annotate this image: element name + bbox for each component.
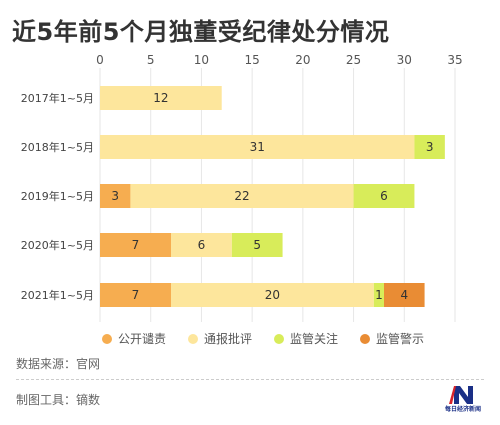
legend-label: 通报批评 [204,332,253,346]
legend: 公开谴责 通报批评 监管关注 监管警示 [102,330,424,347]
bar-segment [171,233,232,257]
nbd-logo-icon: 每日经济新闻 [444,386,481,413]
bar-segment [130,184,354,208]
legend-swatch [102,333,112,344]
logo-text: 每日经济新闻 [444,405,481,413]
legend-item: 监管关注 [274,330,338,347]
legend-swatch [360,333,371,344]
bar-value-label: 3 [426,140,434,154]
y-category-label: 2021年1~5月 [21,288,94,302]
stacked-bar-chart: 0 5 10 15 20 25 30 35 2017年1~5月2018年1~5月2019年1~… [21,53,463,322]
chart-tool-credit: 制图工具：镝数 [16,393,101,407]
bar-labels: 12 31 3 3 22 6 7 6 5 7 20 1 4 [111,91,433,302]
bar-segment [384,283,425,307]
bar-segment [100,135,415,159]
legend-item: 监管警示 [360,330,424,347]
x-tick-label: 15 [245,53,260,67]
x-tick-label: 25 [346,53,361,67]
divider [16,379,484,380]
bar-segment [100,184,131,208]
bar-segment [231,233,283,257]
bar-segment [100,233,171,257]
y-category-label: 2019年1~5月 [21,189,94,203]
data-source: 数据来源：官网 [16,357,101,371]
x-tick-label: 10 [194,53,209,67]
legend-label: 公开谴责 [118,332,167,346]
bar-value-label: 7 [132,288,140,302]
y-category-label: 2017年1~5月 [21,91,94,105]
x-tick-label: 35 [447,53,462,67]
legend-label: 监管关注 [290,332,339,346]
bar-value-label: 1 [375,288,383,302]
bar-value-label: 5 [253,238,261,252]
bar-value-label: 7 [132,238,140,252]
bar-value-label: 20 [265,288,280,302]
bar-segment [100,283,171,307]
bars [100,86,445,307]
legend-swatch [274,333,285,344]
bar-value-label: 4 [400,288,408,302]
bar-segment [171,283,374,307]
legend-item: 公开谴责 [102,330,166,347]
y-axis-labels: 2017年1~5月 2018年1~5月 2019年1~5月 2020年1~5月 2021… [21,91,94,302]
bar-value-label: 6 [198,238,206,252]
bar-segment [414,135,445,159]
bar-segment [373,283,384,307]
bar-value-label: 22 [234,189,249,203]
bar-value-label: 31 [250,140,265,154]
x-tick-label: 5 [147,53,155,67]
bar-value-label: 3 [111,189,119,203]
x-tick-label: 0 [96,53,104,67]
legend-label: 监管警示 [376,332,425,346]
bar-value-label: 12 [153,91,168,105]
legend-swatch [188,333,199,344]
chart-title: 近5年前5个月独董受纪律处分情况 [12,18,390,46]
x-axis-ticks: 0 5 10 15 20 25 30 35 [96,53,462,67]
bar-segment [353,184,415,208]
bar-segment [100,86,222,110]
bar-value-label: 6 [380,189,388,203]
legend-item: 通报批评 [188,330,252,347]
x-tick-label: 20 [295,53,310,67]
x-tick-label: 30 [397,53,412,67]
y-category-label: 2020年1~5月 [21,238,94,252]
y-category-label: 2018年1~5月 [21,140,94,154]
